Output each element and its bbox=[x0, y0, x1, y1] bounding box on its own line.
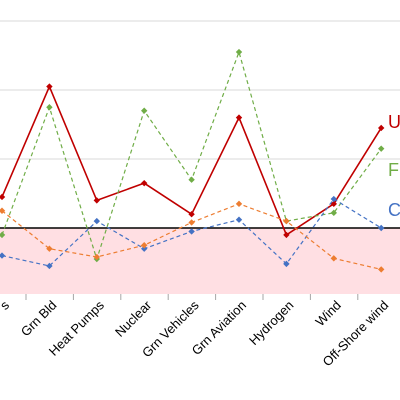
data-point bbox=[0, 193, 6, 201]
data-point bbox=[0, 231, 6, 239]
data-point bbox=[283, 260, 290, 268]
data-point bbox=[378, 145, 385, 152]
series-labels: U FC bbox=[388, 112, 400, 220]
data-point bbox=[235, 114, 243, 121]
data-point bbox=[141, 179, 148, 187]
series-label-f: F bbox=[388, 160, 399, 180]
data-point bbox=[46, 262, 53, 270]
x-tick-label: Wind bbox=[312, 298, 344, 330]
x-tick-label: Hydrogen bbox=[246, 298, 296, 348]
x-tick-label: Nuclear bbox=[112, 297, 155, 340]
data-point bbox=[141, 245, 148, 252]
series-label-c: C bbox=[388, 200, 400, 220]
data-point bbox=[235, 200, 243, 208]
data-point bbox=[93, 253, 100, 261]
x-tick-label: s bbox=[0, 297, 12, 313]
x-tick-label: Grn Bld bbox=[18, 298, 60, 340]
x-axis-ticks bbox=[25, 294, 359, 300]
data-point bbox=[235, 48, 243, 56]
series-label-u: U bbox=[388, 112, 400, 132]
data-point bbox=[188, 211, 195, 218]
data-point bbox=[93, 217, 100, 225]
data-point bbox=[378, 266, 385, 273]
data-point bbox=[330, 200, 337, 208]
data-point bbox=[330, 195, 337, 203]
data-point bbox=[0, 252, 6, 259]
data-point bbox=[188, 228, 195, 235]
data-point bbox=[141, 242, 148, 249]
series-group bbox=[0, 48, 385, 273]
data-point bbox=[188, 219, 195, 226]
data-point bbox=[46, 245, 53, 252]
data-point bbox=[283, 231, 290, 239]
data-point bbox=[46, 83, 53, 90]
data-point bbox=[46, 104, 53, 111]
data-point bbox=[330, 209, 337, 217]
data-point bbox=[378, 124, 385, 132]
data-point bbox=[141, 107, 148, 114]
data-point bbox=[93, 197, 100, 204]
data-point bbox=[188, 176, 195, 183]
gridlines bbox=[0, 20, 400, 160]
data-point bbox=[330, 255, 337, 262]
data-point bbox=[283, 217, 290, 225]
data-point bbox=[0, 207, 6, 214]
data-point bbox=[378, 224, 385, 232]
negative-region-band bbox=[0, 228, 400, 294]
data-point bbox=[235, 216, 243, 223]
